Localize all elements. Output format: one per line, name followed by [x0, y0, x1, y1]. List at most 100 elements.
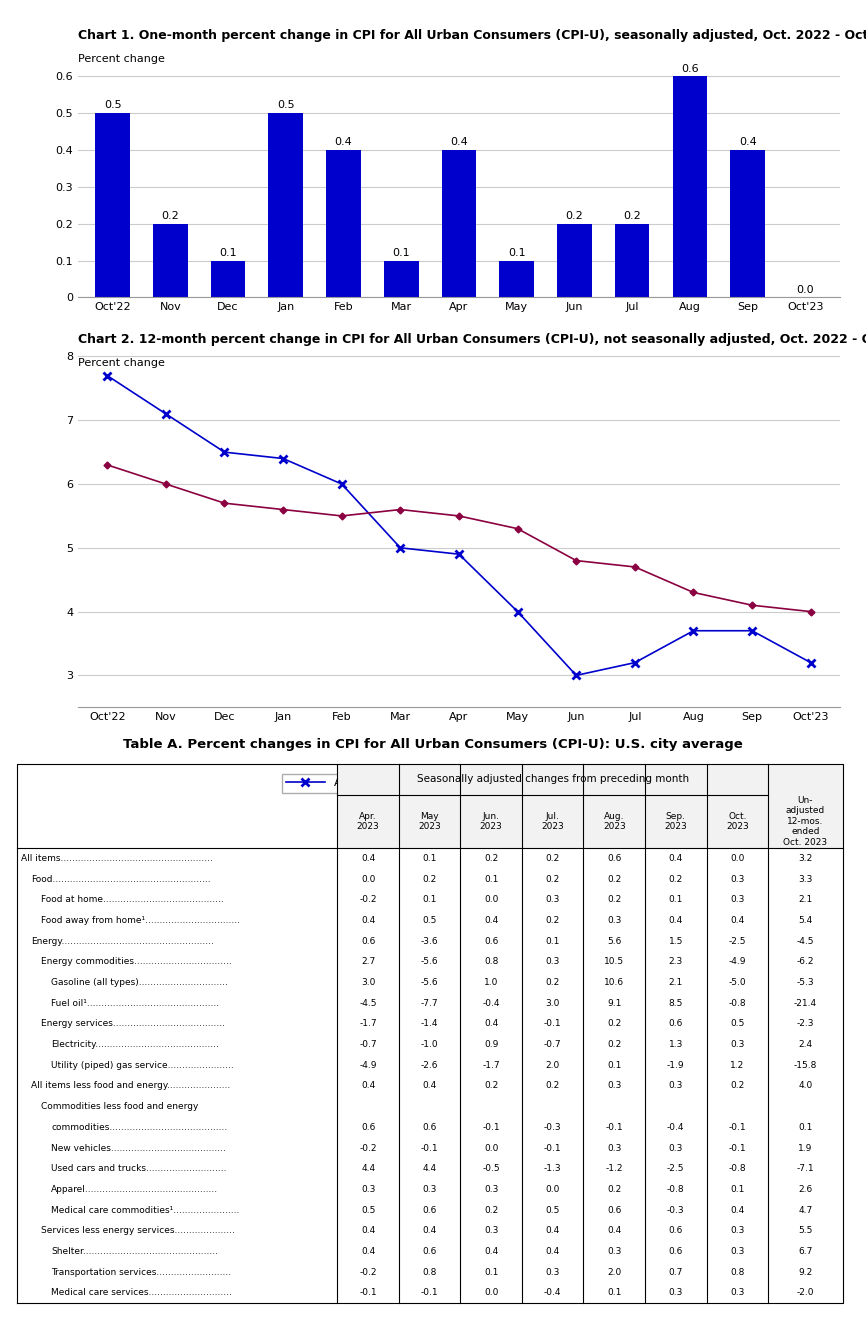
Text: Table A. Percent changes in CPI for All Urban Consumers (CPI-U): U.S. city avera: Table A. Percent changes in CPI for All … — [123, 738, 743, 751]
Text: 2.0: 2.0 — [546, 1060, 559, 1069]
Text: Energy commodities..................................: Energy commodities......................… — [42, 957, 232, 966]
Text: 0.4: 0.4 — [484, 1019, 498, 1029]
Text: 1.9: 1.9 — [798, 1144, 812, 1153]
Text: New vehicles........................................: New vehicles............................… — [51, 1144, 226, 1153]
Text: 0.1: 0.1 — [507, 247, 526, 258]
Text: 0.4: 0.4 — [607, 1227, 622, 1235]
Bar — [615, 223, 650, 297]
Text: 0.2: 0.2 — [624, 210, 641, 221]
Text: 0.4: 0.4 — [361, 1227, 375, 1235]
Text: -1.4: -1.4 — [421, 1019, 438, 1029]
Text: 0.3: 0.3 — [607, 1081, 622, 1091]
Text: 0.6: 0.6 — [423, 1206, 436, 1215]
Text: -2.5: -2.5 — [667, 1165, 684, 1173]
Text: -0.2: -0.2 — [359, 1144, 377, 1153]
Text: 3.3: 3.3 — [798, 875, 812, 883]
Bar — [95, 114, 130, 297]
Text: 0.4: 0.4 — [423, 1227, 436, 1235]
Text: -7.7: -7.7 — [421, 998, 438, 1007]
Text: 2.3: 2.3 — [669, 957, 683, 966]
Text: 9.2: 9.2 — [798, 1268, 812, 1277]
Text: 0.1: 0.1 — [607, 1060, 622, 1069]
Text: 0.0: 0.0 — [361, 875, 375, 883]
Bar — [442, 151, 476, 297]
Text: 10.5: 10.5 — [604, 957, 624, 966]
Text: -1.3: -1.3 — [544, 1165, 561, 1173]
Text: Aug.
2023: Aug. 2023 — [603, 812, 625, 832]
Text: 0.2: 0.2 — [546, 1081, 559, 1091]
Text: 5.5: 5.5 — [798, 1227, 812, 1235]
Text: -0.4: -0.4 — [544, 1289, 561, 1297]
Text: 0.6: 0.6 — [669, 1019, 683, 1029]
Text: 2.7: 2.7 — [361, 957, 375, 966]
Text: 0.4: 0.4 — [669, 916, 683, 925]
Text: 0.8: 0.8 — [484, 957, 498, 966]
Text: 0.9: 0.9 — [484, 1040, 498, 1050]
Text: 0.0: 0.0 — [730, 854, 745, 863]
Text: 0.3: 0.3 — [730, 875, 745, 883]
Bar — [500, 260, 534, 297]
Text: Chart 2. 12-month percent change in CPI for All Urban Consumers (CPI-U), not sea: Chart 2. 12-month percent change in CPI … — [78, 333, 866, 346]
Text: -0.7: -0.7 — [544, 1040, 561, 1050]
Text: 0.3: 0.3 — [730, 1040, 745, 1050]
Text: 0.4: 0.4 — [450, 137, 468, 147]
Text: 0.1: 0.1 — [484, 875, 498, 883]
Text: 0.4: 0.4 — [423, 1081, 436, 1091]
Text: 0.3: 0.3 — [730, 1227, 745, 1235]
Text: 0.0: 0.0 — [797, 284, 814, 295]
Text: -3.6: -3.6 — [421, 937, 438, 945]
Text: -4.5: -4.5 — [797, 937, 814, 945]
Text: 0.5: 0.5 — [423, 916, 436, 925]
Text: 4.7: 4.7 — [798, 1206, 812, 1215]
Text: 0.1: 0.1 — [392, 247, 410, 258]
Text: 0.3: 0.3 — [546, 1268, 560, 1277]
Text: 0.2: 0.2 — [484, 1081, 498, 1091]
Text: 1.0: 1.0 — [484, 978, 498, 988]
Text: Energy.....................................................: Energy..................................… — [31, 937, 214, 945]
Text: -0.1: -0.1 — [482, 1122, 500, 1132]
Text: Shelter...............................................: Shelter.................................… — [51, 1247, 218, 1256]
Text: 0.3: 0.3 — [730, 1247, 745, 1256]
Text: Gasoline (all types)...............................: Gasoline (all types)....................… — [51, 978, 229, 988]
Text: 0.3: 0.3 — [546, 957, 560, 966]
Bar — [268, 114, 303, 297]
Text: 0.4: 0.4 — [484, 916, 498, 925]
Text: 0.2: 0.2 — [730, 1081, 745, 1091]
Text: 2.6: 2.6 — [798, 1185, 812, 1194]
Text: 4.4: 4.4 — [423, 1165, 436, 1173]
Text: 0.4: 0.4 — [739, 137, 757, 147]
Bar — [210, 260, 245, 297]
Text: -4.5: -4.5 — [359, 998, 377, 1007]
Text: -0.5: -0.5 — [482, 1165, 500, 1173]
Text: Seasonally adjusted changes from preceding month: Seasonally adjusted changes from precedi… — [417, 775, 688, 784]
Text: Chart 1. One-month percent change in CPI for All Urban Consumers (CPI-U), season: Chart 1. One-month percent change in CPI… — [78, 29, 866, 42]
Text: -0.3: -0.3 — [667, 1206, 684, 1215]
Text: Used cars and trucks............................: Used cars and trucks....................… — [51, 1165, 227, 1173]
Text: 0.6: 0.6 — [607, 854, 622, 863]
Text: -4.9: -4.9 — [728, 957, 746, 966]
Text: 1.3: 1.3 — [669, 1040, 683, 1050]
Text: 0.4: 0.4 — [361, 1081, 375, 1091]
Text: -2.3: -2.3 — [797, 1019, 814, 1029]
Text: 0.0: 0.0 — [484, 1144, 498, 1153]
Text: 0.5: 0.5 — [104, 100, 121, 110]
Bar — [153, 223, 188, 297]
Text: 0.5: 0.5 — [546, 1206, 560, 1215]
Text: -1.2: -1.2 — [605, 1165, 623, 1173]
Text: 0.1: 0.1 — [423, 895, 436, 904]
Text: -0.4: -0.4 — [482, 998, 500, 1007]
Text: 0.8: 0.8 — [730, 1268, 745, 1277]
Text: 4.4: 4.4 — [361, 1165, 375, 1173]
Text: Utility (piped) gas service.......................: Utility (piped) gas service.............… — [51, 1060, 234, 1069]
Text: -0.8: -0.8 — [728, 1165, 746, 1173]
Text: -1.9: -1.9 — [667, 1060, 684, 1069]
Text: 0.4: 0.4 — [730, 1206, 745, 1215]
Text: 0.6: 0.6 — [669, 1227, 683, 1235]
Bar — [384, 260, 418, 297]
Text: 0.3: 0.3 — [361, 1185, 375, 1194]
Text: 2.0: 2.0 — [607, 1268, 622, 1277]
Text: -0.2: -0.2 — [359, 895, 377, 904]
Text: -0.2: -0.2 — [359, 1268, 377, 1277]
Text: Sep.
2023: Sep. 2023 — [664, 812, 687, 832]
Text: Food away from home¹.................................: Food away from home¹....................… — [42, 916, 241, 925]
